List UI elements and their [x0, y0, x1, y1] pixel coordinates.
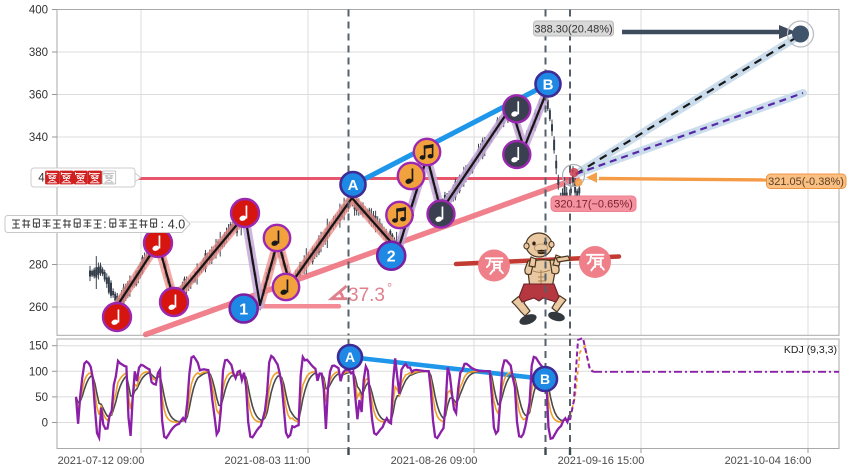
svg-text:4: 4: [38, 173, 45, 185]
svg-text:50: 50: [35, 392, 48, 404]
svg-text:KDJ (9,3,3): KDJ (9,3,3): [784, 344, 837, 356]
svg-text:2021-08-26 09:00: 2021-08-26 09:00: [391, 455, 478, 467]
svg-text:B: B: [540, 371, 550, 387]
svg-text:2021-08-03 11:00: 2021-08-03 11:00: [224, 455, 310, 467]
svg-text:2: 2: [387, 248, 396, 265]
svg-text:1: 1: [239, 301, 248, 318]
svg-text:A: A: [345, 349, 355, 365]
svg-text:320.17(−0.65%): 320.17(−0.65%): [554, 199, 633, 211]
svg-text:260: 260: [29, 302, 48, 314]
svg-text:280: 280: [29, 260, 48, 272]
svg-text:321.05(-0.38%): 321.05(-0.38%): [768, 176, 844, 188]
svg-text:100: 100: [29, 366, 48, 378]
svg-text:0: 0: [42, 418, 48, 430]
svg-text:A: A: [348, 177, 359, 194]
svg-text:380: 380: [29, 47, 48, 59]
svg-text:400: 400: [29, 5, 48, 17]
svg-text:340: 340: [29, 132, 48, 144]
svg-text:：: ：: [160, 220, 170, 231]
svg-text:360: 360: [29, 90, 48, 102]
svg-text:388.30(20.48%): 388.30(20.48%): [534, 24, 612, 36]
svg-text:4.0: 4.0: [168, 218, 185, 232]
svg-text:B: B: [543, 76, 554, 93]
svg-text:2021-09-16 15:00: 2021-09-16 15:00: [558, 455, 645, 467]
svg-text::: :: [103, 217, 106, 231]
svg-text:°: °: [387, 280, 392, 295]
svg-text:37.3: 37.3: [348, 285, 385, 306]
svg-text:2021-07-12 09:00: 2021-07-12 09:00: [58, 455, 145, 467]
svg-text:2021-10-04 16:00: 2021-10-04 16:00: [725, 455, 812, 467]
svg-text:150: 150: [29, 341, 48, 353]
